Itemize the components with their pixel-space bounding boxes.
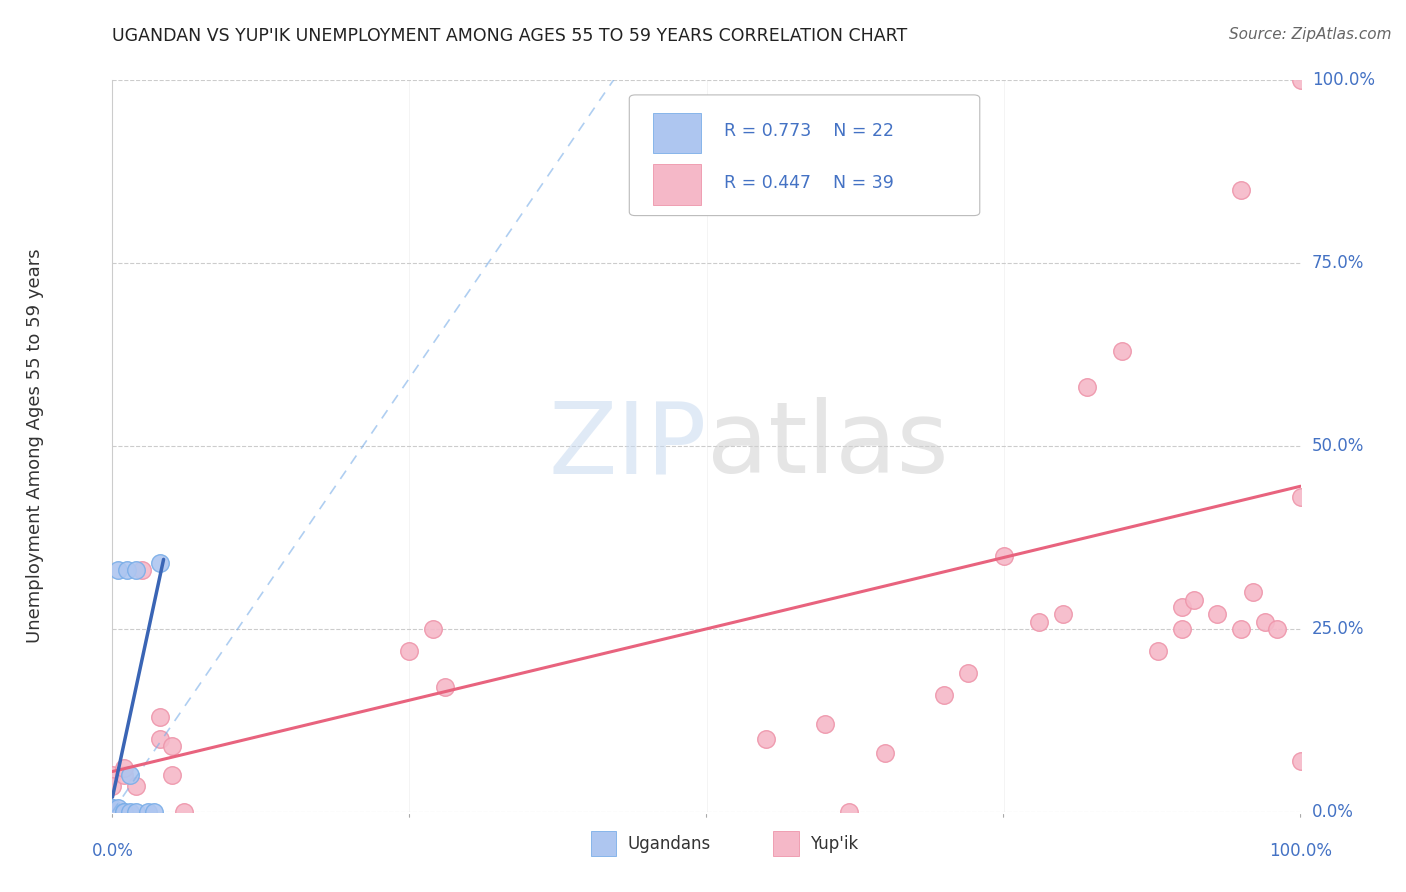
Point [1289, 754, 1312, 768]
Point [101, 779, 124, 793]
Text: Source: ZipAtlas.com: Source: ZipAtlas.com [1229, 27, 1392, 42]
Point [125, 563, 148, 577]
Point [101, 805, 124, 819]
Point [112, 768, 135, 782]
Point [136, 805, 159, 819]
Point [173, 805, 195, 819]
Point [107, 801, 129, 815]
Text: 0.0%: 0.0% [1312, 803, 1354, 821]
Point [1206, 607, 1229, 622]
Point [398, 644, 420, 658]
Text: UGANDAN VS YUP'IK UNEMPLOYMENT AMONG AGES 55 TO 59 YEARS CORRELATION CHART: UGANDAN VS YUP'IK UNEMPLOYMENT AMONG AGE… [112, 27, 908, 45]
Point [149, 709, 172, 723]
Text: 50.0%: 50.0% [1312, 437, 1364, 455]
FancyBboxPatch shape [652, 113, 700, 153]
Point [1170, 622, 1192, 636]
Point [873, 746, 896, 760]
Point [160, 768, 183, 782]
Point [1182, 592, 1205, 607]
Text: ZIP: ZIP [548, 398, 707, 494]
Text: 100.0%: 100.0% [1312, 71, 1375, 89]
Point [1254, 615, 1277, 629]
Point [131, 563, 153, 577]
Point [120, 805, 142, 819]
Point [160, 739, 183, 753]
Point [125, 779, 148, 793]
Text: R = 0.773    N = 22: R = 0.773 N = 22 [724, 122, 894, 140]
Point [112, 805, 135, 819]
Point [101, 805, 124, 819]
Text: Yup'ik: Yup'ik [810, 835, 858, 853]
Text: atlas: atlas [707, 398, 948, 494]
Point [1076, 380, 1098, 394]
Point [112, 761, 135, 775]
Point [814, 717, 837, 731]
Point [1230, 183, 1253, 197]
Point [149, 556, 172, 570]
Point [1265, 622, 1288, 636]
Point [1052, 607, 1074, 622]
Point [1111, 343, 1133, 358]
Point [934, 688, 956, 702]
FancyBboxPatch shape [630, 95, 980, 216]
Text: 75.0%: 75.0% [1312, 254, 1364, 272]
Text: 0.0%: 0.0% [91, 842, 134, 860]
Point [149, 731, 172, 746]
Point [101, 805, 124, 819]
Point [422, 622, 444, 636]
Point [125, 805, 148, 819]
Point [101, 805, 124, 819]
Point [1170, 599, 1192, 614]
Point [101, 805, 124, 819]
Point [120, 768, 142, 782]
Text: 25.0%: 25.0% [1312, 620, 1364, 638]
FancyBboxPatch shape [652, 164, 700, 204]
Point [1147, 644, 1170, 658]
Text: 100.0%: 100.0% [1270, 842, 1331, 860]
Point [1241, 585, 1264, 599]
Point [1230, 622, 1253, 636]
Point [101, 805, 124, 819]
Point [143, 805, 166, 819]
Point [1289, 490, 1312, 504]
Point [101, 805, 124, 819]
Text: Ugandans: Ugandans [627, 835, 710, 853]
Text: R = 0.447    N = 39: R = 0.447 N = 39 [724, 174, 894, 192]
Point [101, 805, 124, 819]
Point [101, 801, 124, 815]
Point [101, 805, 124, 819]
Point [112, 805, 135, 819]
Point [107, 563, 129, 577]
Point [1289, 73, 1312, 87]
Text: Unemployment Among Ages 55 to 59 years: Unemployment Among Ages 55 to 59 years [27, 249, 44, 643]
Point [101, 768, 124, 782]
Point [755, 731, 778, 746]
Point [838, 805, 860, 819]
Point [956, 665, 979, 680]
Point [993, 549, 1015, 563]
Point [1028, 615, 1050, 629]
Point [434, 681, 457, 695]
Point [101, 801, 124, 815]
Point [115, 563, 138, 577]
